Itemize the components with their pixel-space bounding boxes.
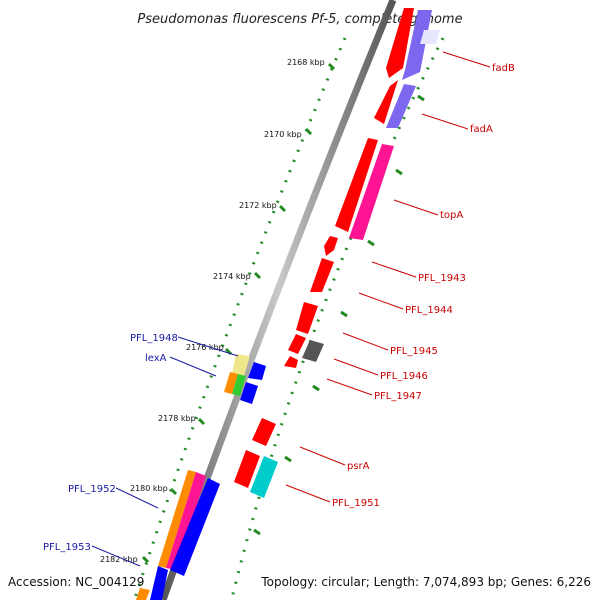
gene-label[interactable]: fadB: [492, 63, 515, 74]
gene-label[interactable]: PFL_1946: [380, 371, 428, 382]
kbp-label: 2180 kbp: [130, 484, 168, 493]
gene-label[interactable]: fadA: [470, 124, 493, 135]
gene-label[interactable]: PFL_1953: [43, 542, 91, 553]
gene-label[interactable]: PFL_1943: [418, 273, 466, 284]
gene-topA-overlay[interactable]: [349, 144, 394, 240]
gene-label[interactable]: topA: [440, 210, 463, 221]
gene-PFL_1952-blue[interactable]: [170, 478, 220, 576]
gene-label[interactable]: lexA: [145, 353, 167, 364]
gene-topA[interactable]: [335, 138, 378, 232]
gene-fadA-overlay[interactable]: [386, 84, 416, 128]
kbp-label: 2174 kbp: [213, 272, 251, 281]
gene-label[interactable]: PFL_1944: [405, 305, 453, 316]
gene-lexA-green[interactable]: [232, 374, 246, 396]
gene-label[interactable]: PFL_1947: [374, 391, 422, 402]
right-label-leaders: [285, 51, 491, 503]
gene-PFL_1948[interactable]: [232, 354, 250, 376]
kbp-labels: 2168 kbp 2170 kbp 2172 kbp 2174 kbp 2176…: [100, 58, 325, 564]
gene-fadB-light: [420, 30, 440, 44]
gene-fadB-overlay[interactable]: [402, 10, 432, 80]
right-gene-labels: fadB fadA topA PFL_1943 PFL_1944 PFL_194…: [332, 63, 515, 509]
gene-PFL_1945[interactable]: [288, 334, 306, 354]
gene-lexA-blue[interactable]: [248, 362, 266, 380]
gene-PFL_1946[interactable]: [284, 356, 298, 368]
kbp-label: 2182 kbp: [100, 555, 138, 564]
gene-label[interactable]: PFL_1952: [68, 484, 116, 495]
gene-lexA-orange[interactable]: [224, 372, 238, 394]
map-title: Pseudomonas fluorescens Pf-5, complete g…: [137, 12, 462, 27]
gene-label[interactable]: PFL_1951: [332, 498, 380, 509]
gene-label[interactable]: PFL_1945: [390, 346, 438, 357]
gene-PFL_1952-pink[interactable]: [166, 472, 206, 570]
accession-text: Accession: NC_004129: [8, 575, 144, 589]
kbp-tick-marks: [141, 62, 336, 564]
kbp-label: 2170 kbp: [264, 130, 302, 139]
gene-label[interactable]: PFL_1948: [130, 333, 178, 344]
gene-label[interactable]: psrA: [347, 461, 370, 472]
gene-fadA[interactable]: [374, 80, 398, 124]
gene-psrA[interactable]: [252, 418, 276, 446]
gene-fadB[interactable]: [386, 8, 414, 78]
inner-features: [136, 354, 266, 600]
gene-PFL_1953-mixed[interactable]: [136, 588, 150, 600]
kbp-label: 2168 kbp: [287, 58, 325, 67]
left-label-leaders: [91, 336, 239, 567]
genome-summary-text: Topology: circular; Length: 7,074,893 bp…: [260, 575, 591, 589]
gene-PFL_1945-gray[interactable]: [302, 340, 324, 362]
outer-features: [234, 8, 440, 498]
gene-lexA-blue2[interactable]: [240, 382, 258, 404]
gene-PFL_1951-cyan[interactable]: [250, 456, 278, 498]
kbp-label: 2176 kbp: [186, 343, 224, 352]
kbp-label: 2178 kbp: [158, 414, 196, 423]
gene-PFL_1952-orange[interactable]: [158, 470, 196, 568]
gene-PFL_1943[interactable]: [324, 236, 338, 256]
left-gene-labels: PFL_1948 lexA PFL_1952 PFL_1953: [43, 333, 178, 553]
gene-PFL_1943b[interactable]: [310, 258, 334, 292]
gene-PFL_1944[interactable]: [296, 302, 318, 334]
minor-tick-marks: [253, 94, 425, 536]
gene-PFL_1951[interactable]: [234, 450, 260, 488]
kbp-label: 2172 kbp: [239, 201, 277, 210]
gene-PFL_1953-blue[interactable]: [150, 566, 168, 600]
